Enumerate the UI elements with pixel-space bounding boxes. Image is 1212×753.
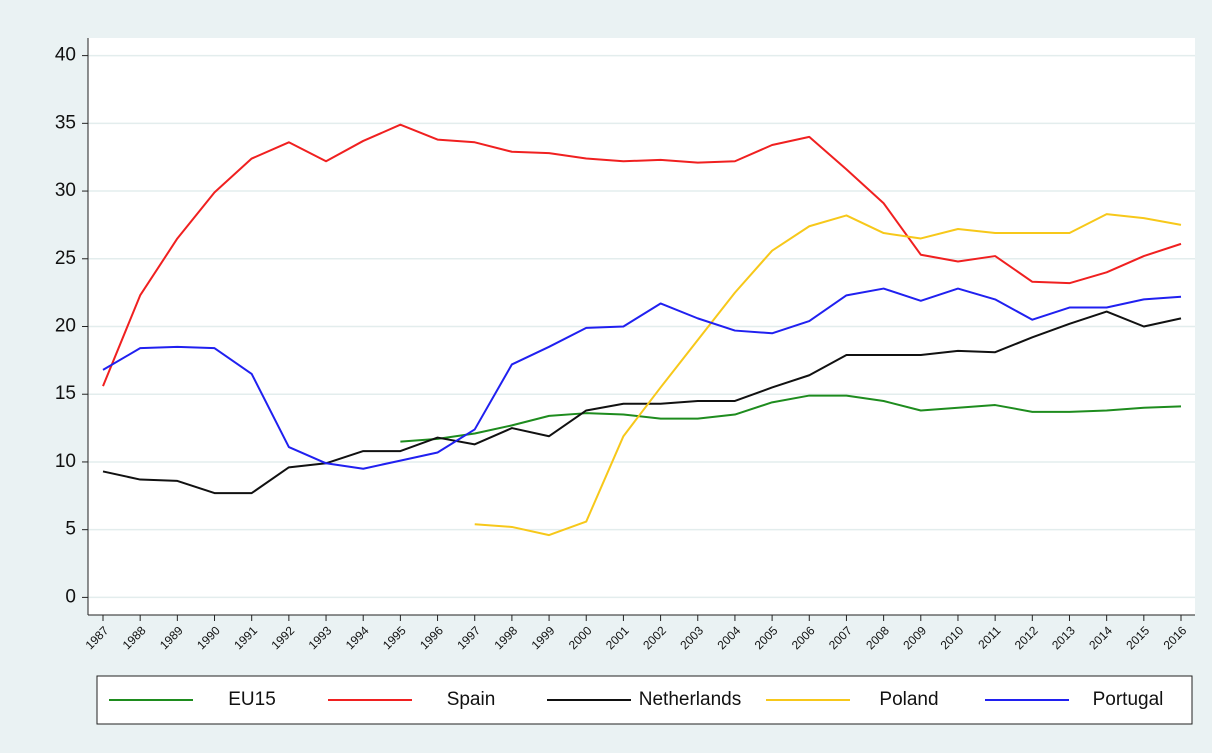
legend-label: Spain [447, 689, 496, 710]
y-tick-label: 0 [65, 586, 76, 607]
series-line [474, 213, 1182, 537]
legend-label: Portugal [1093, 689, 1164, 710]
series-line [102, 287, 1182, 470]
legend-label: Netherlands [639, 689, 741, 710]
y-tick-label: 40 [55, 45, 76, 66]
y-tick-label: 20 [55, 316, 76, 337]
y-tick-label: 25 [55, 248, 76, 269]
y-tick-label: 5 [65, 519, 76, 540]
series-line [400, 394, 1182, 443]
y-tick-label: 10 [55, 451, 76, 472]
y-tick-label: 30 [55, 180, 76, 201]
series-line [102, 123, 1182, 387]
legend-label: Poland [879, 689, 938, 710]
series-line [102, 310, 1182, 495]
y-tick-label: 15 [55, 383, 76, 404]
y-tick-label: 35 [55, 112, 76, 133]
legend-label: EU15 [228, 689, 276, 710]
